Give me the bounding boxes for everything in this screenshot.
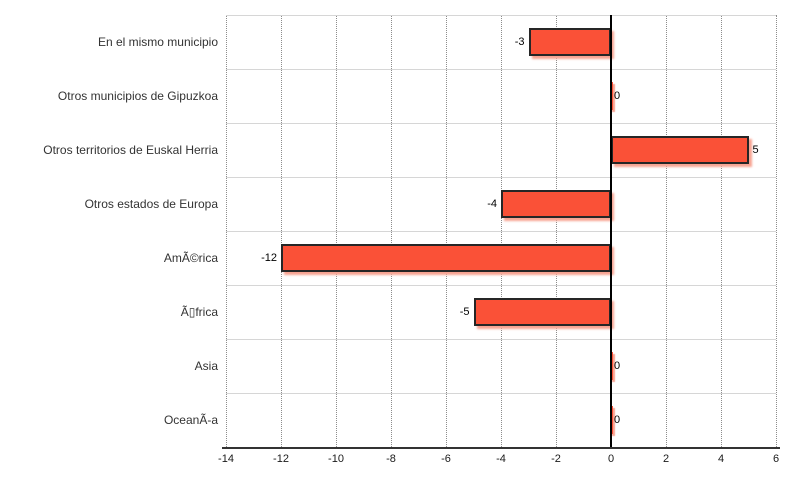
x-tick-label: -12 <box>273 453 289 465</box>
value-label: -12 <box>261 252 277 264</box>
value-label: 5 <box>752 144 759 156</box>
value-label: 0 <box>614 414 621 426</box>
x-axis-line <box>222 447 780 449</box>
value-label: 0 <box>614 360 621 372</box>
value-label: -3 <box>514 36 525 48</box>
row-separator <box>226 69 776 70</box>
category-label: OceanÃ-a <box>163 413 218 427</box>
gridline-x-6 <box>776 15 777 447</box>
category-label: AmÃ©rica <box>163 251 218 265</box>
x-tick-label: -2 <box>551 453 561 465</box>
plot-area: -3 0 5 -4 -12 -5 0 0 <box>226 15 777 447</box>
row-separator <box>226 285 776 286</box>
category-label: Asia <box>194 359 218 373</box>
x-tick-label: -8 <box>386 453 396 465</box>
x-tick-label: -10 <box>328 453 344 465</box>
bar <box>611 136 749 164</box>
value-label: -5 <box>459 306 470 318</box>
x-tick-label: 2 <box>662 453 670 465</box>
x-tick-label: 0 <box>607 453 615 465</box>
zero-axis-line <box>610 15 612 447</box>
x-tick-label: 6 <box>772 453 780 465</box>
x-tick-label: 4 <box>717 453 725 465</box>
row-separator <box>226 231 776 232</box>
row-separator <box>226 15 776 16</box>
bar <box>473 298 611 326</box>
category-label: En el mismo municipio <box>97 35 218 49</box>
value-label: -4 <box>487 198 497 210</box>
x-tick-label: -14 <box>218 453 234 465</box>
x-tick-label: -6 <box>441 453 451 465</box>
value-label: 0 <box>614 90 621 102</box>
row-separator <box>226 339 776 340</box>
category-label: Ã▯frica <box>180 305 218 319</box>
category-label: Otros territorios de Euskal Herria <box>43 143 218 157</box>
bar <box>528 28 611 56</box>
row-separator <box>226 177 776 178</box>
category-label: Otros estados de Europa <box>84 197 218 211</box>
category-label: Otros municipios de Gipuzkoa <box>57 89 218 103</box>
row-separator <box>226 393 776 394</box>
bar <box>501 190 611 218</box>
row-separator <box>226 123 776 124</box>
x-tick-label: -4 <box>496 453 506 465</box>
category-axis: En el mismo municipio Otros municipios de… <box>0 0 218 500</box>
bar <box>281 244 611 272</box>
